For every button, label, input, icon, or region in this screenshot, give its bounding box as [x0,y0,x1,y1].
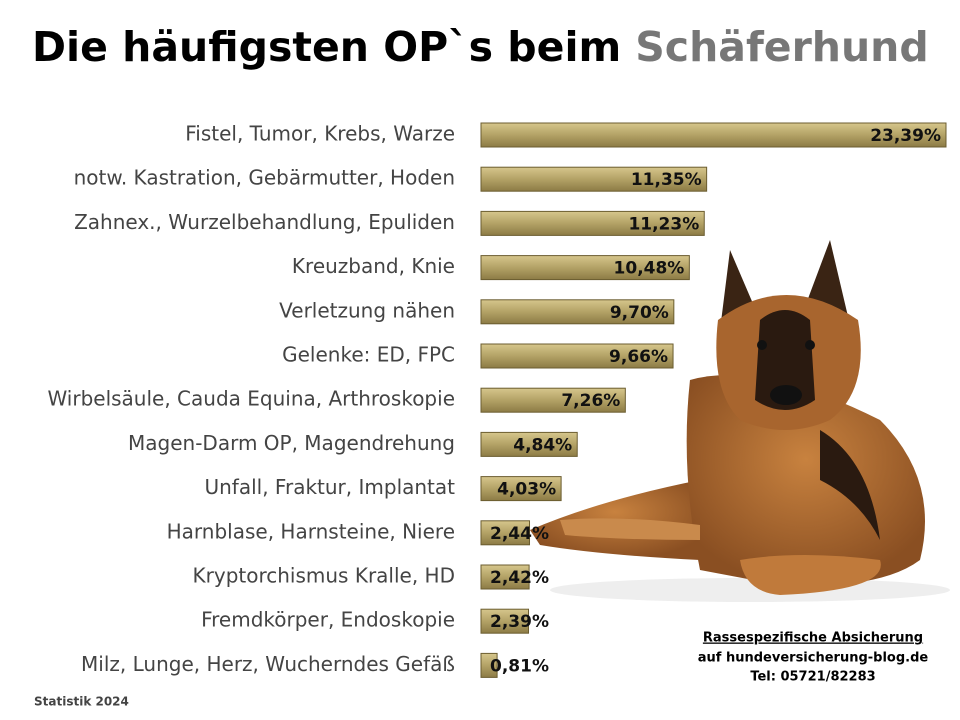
category-label: Milz, Lunge, Herz, Wucherndes Gefäß [81,652,455,676]
bar [480,476,562,502]
category-label: Kreuzband, Knie [292,254,455,278]
value-label: 23,39% [870,126,941,146]
category-label: notw. Kastration, Gebärmutter, Hoden [74,166,455,190]
bar [480,608,530,634]
category-label: Wirbelsäule, Cauda Equina, Arthroskopie [47,387,455,411]
value-label: 2,39% [490,612,549,632]
category-label: Fistel, Tumor, Krebs, Warze [185,122,455,146]
value-label: 9,66% [609,347,668,367]
category-label: Unfall, Fraktur, Implantat [204,475,455,499]
category-label: Verletzung nähen [279,298,455,322]
info-line: Tel: 05721/82283 [750,670,875,685]
value-label: 11,35% [631,170,702,190]
category-label: Kryptorchismus Kralle, HD [193,564,455,588]
bar [480,166,708,192]
category-label: Fremdkörper, Endoskopie [201,608,455,632]
footnote: Statistik 2024 [34,695,129,709]
value-label: 0,81% [490,656,549,676]
info-line: auf hundeversicherung-blog.de [698,651,929,666]
bar [480,431,578,457]
dog-illustration [530,240,950,602]
bar [480,210,705,236]
value-label: 4,03% [497,480,556,500]
chart-title: Die häufigsten OP`s beim Schäferhund [32,23,929,71]
value-label: 11,23% [628,214,699,234]
category-label: Zahnex., Wurzelbehandlung, Epuliden [74,210,455,234]
title-highlight: Schäferhund [635,23,928,71]
bar [480,122,947,148]
bar [480,652,498,678]
value-label: 7,26% [561,391,620,411]
value-label: 10,48% [614,259,685,279]
bar [480,564,530,590]
bar [480,520,531,546]
bar [480,387,626,413]
category-label: Gelenke: ED, FPC [282,343,455,367]
title-main: Die häufigsten OP`s beim [32,23,621,71]
bar [480,255,690,281]
value-label: 4,84% [513,435,572,455]
category-label: Harnblase, Harnsteine, Niere [167,519,455,543]
info-line: Rassespezifische Absicherung [703,631,923,646]
value-label: 2,42% [490,568,549,588]
category-label: Magen-Darm OP, Magendrehung [128,431,455,455]
value-label: 2,44% [490,524,549,544]
bar [480,343,674,369]
bar [480,299,675,325]
value-label: 9,70% [610,303,669,323]
